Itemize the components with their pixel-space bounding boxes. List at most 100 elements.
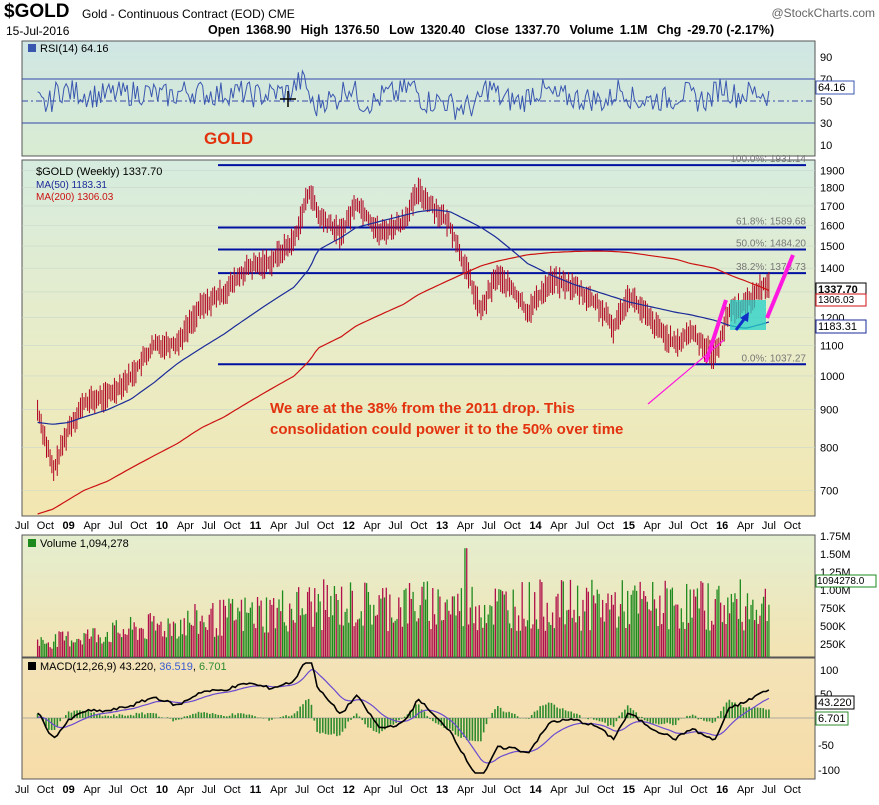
x-axis-label: Apr	[364, 520, 381, 532]
x-axis-label: Jul	[762, 784, 776, 796]
volume-bar	[112, 622, 114, 657]
macd-hist-bar	[211, 713, 214, 718]
volume-bar	[448, 610, 450, 657]
macd-hist-bar	[720, 711, 722, 718]
volume-bar	[745, 606, 747, 657]
volume-bar	[221, 635, 223, 657]
volume-bar	[753, 620, 756, 657]
volume-bar	[153, 615, 155, 657]
macd-hist-bar	[485, 718, 488, 725]
volume-bar	[568, 609, 570, 657]
volume-bar	[557, 593, 559, 657]
volume-bar	[553, 628, 556, 657]
macd-hist-bar	[708, 718, 711, 722]
volume-bar	[394, 620, 396, 657]
x-axis-label: 15	[623, 520, 635, 532]
volume-bar	[573, 609, 575, 657]
macd-hist-bar	[240, 713, 242, 718]
macd-hist-bar	[646, 718, 649, 722]
volume-bar	[421, 586, 423, 657]
macd-hist-bar	[358, 716, 361, 718]
x-axis-label: 12	[343, 784, 355, 796]
macd-hist-bar	[657, 718, 660, 725]
volume-bar	[131, 629, 134, 657]
macd-hist-bar	[189, 715, 191, 718]
macd-hist-bar	[214, 714, 217, 718]
volume-bar	[671, 587, 674, 657]
macd-hist-bar	[319, 718, 321, 734]
macd-hist-bar	[296, 711, 299, 718]
macd-hist-bar	[434, 718, 437, 724]
volume-bar	[727, 597, 729, 657]
macd-hist-bar	[129, 714, 132, 718]
x-axis-label: Jul	[482, 784, 496, 796]
volume-bar	[492, 624, 495, 657]
volume-bar	[761, 603, 763, 657]
annotation-pointer	[647, 339, 725, 405]
macd-hist-bar	[209, 713, 211, 718]
volume-bar	[730, 593, 733, 657]
volume-bar	[128, 628, 130, 657]
macd-hist-bar	[497, 705, 499, 718]
macd-hist-bar	[739, 704, 742, 718]
volume-bar	[464, 548, 466, 657]
volume-bar	[79, 640, 82, 657]
macd-hist-bar	[45, 718, 47, 727]
macd-hist-bar	[409, 710, 412, 718]
volume-bar	[528, 582, 530, 657]
high-value: 1376.50	[334, 23, 380, 37]
volume-bar	[585, 587, 588, 657]
volume-bar	[364, 582, 366, 657]
macd-hist-bar	[403, 716, 406, 718]
macd-hist-bar	[629, 707, 632, 718]
volume-bar	[135, 626, 137, 657]
macd-hist-bar	[420, 709, 423, 718]
volume-bar	[648, 609, 650, 657]
volume-bar	[290, 608, 293, 657]
x-axis-label: Jul	[202, 784, 216, 796]
volume-bar	[657, 626, 659, 657]
volume-bar	[326, 584, 328, 657]
annotation-line-2: consolidation could power it to the 50% …	[270, 421, 623, 438]
volume-bar	[707, 583, 709, 657]
macd-hist-bar	[454, 718, 457, 735]
macd-hist-bar	[697, 718, 700, 720]
macd-value: 43.220	[119, 661, 153, 673]
volume-bar	[242, 631, 244, 657]
macd-hist-bar	[305, 700, 307, 718]
volume-bar	[272, 598, 275, 657]
volume-bar	[619, 604, 622, 657]
macd-hist-bar	[290, 715, 293, 718]
x-axis-label: Apr	[83, 520, 100, 532]
volume-bar	[285, 625, 287, 657]
macd-hist-bar	[206, 712, 208, 718]
rsi-series	[37, 69, 770, 120]
volume-bar	[362, 625, 364, 657]
volume-bar	[489, 605, 491, 657]
volume-bar	[562, 581, 564, 657]
macd-hist-bar	[398, 718, 400, 721]
ma200-line	[37, 250, 770, 515]
macd-hist-bar	[389, 718, 392, 725]
low-label: Low	[389, 23, 415, 37]
macd-hist-bar	[223, 715, 225, 718]
volume-bar	[739, 579, 741, 657]
macd-hist-bar	[375, 718, 378, 733]
volume-bar	[519, 630, 522, 657]
fibonacci-lines: 100.0%: 1931.14 61.8%: 1589.68 50.0%: 1484…	[218, 154, 806, 366]
volume-bar	[752, 599, 754, 657]
close-tag: 1337.70	[818, 284, 858, 296]
volume-bar	[580, 630, 582, 657]
macd-hist-bar	[680, 718, 683, 719]
volume-bar	[566, 610, 568, 657]
volume-bar	[462, 626, 464, 657]
x-axis-label: Oct	[690, 784, 707, 796]
volume-bar	[410, 598, 412, 657]
volume-bar	[736, 599, 738, 657]
volume-bar	[95, 642, 98, 657]
volume-bar	[83, 633, 85, 657]
volume-bar	[212, 603, 214, 657]
macd-hist-bar	[324, 718, 327, 735]
volume-bar	[233, 620, 235, 657]
brand-label[interactable]: @StockCharts.com	[771, 6, 875, 20]
